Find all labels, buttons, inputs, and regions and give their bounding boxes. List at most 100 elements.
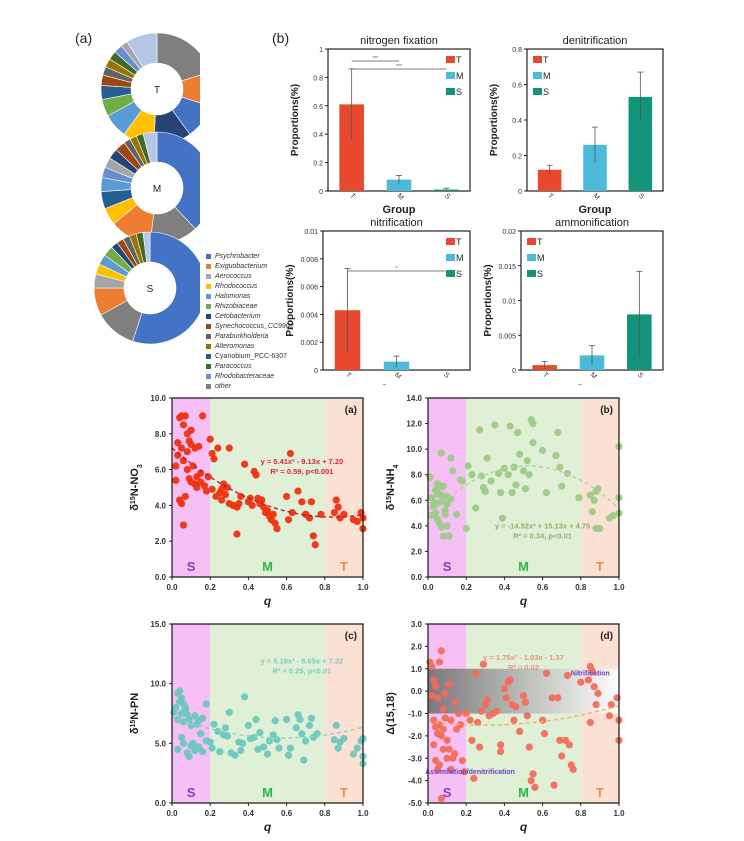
region-label-M: M <box>518 785 529 800</box>
legend-swatch-S <box>527 270 536 277</box>
bar-chart-ammonification: ammonification 0 0.005 0.01 0.015 0.02 Proport… <box>483 217 664 385</box>
fit-curve <box>427 465 620 517</box>
y-tick-label: 0.0 <box>155 799 167 808</box>
data-point <box>592 700 600 709</box>
significance-label: *** <box>396 64 402 70</box>
data-point <box>225 708 233 716</box>
x-tick-label: 0.6 <box>537 809 549 818</box>
data-point <box>193 473 201 481</box>
legend-swatch-T <box>527 238 536 245</box>
y-tick-label: 6.0 <box>411 496 423 505</box>
legend-swatch <box>206 343 211 349</box>
legend-swatch-S <box>533 88 542 95</box>
data-point <box>445 680 453 689</box>
data-point <box>584 676 593 684</box>
legend-swatch-M <box>527 254 536 261</box>
x-tick-label: 0.0 <box>422 583 434 592</box>
y-tick-label: 0 <box>314 368 318 375</box>
x-tick-label: 0.0 <box>166 583 178 592</box>
legend-label: Paracoccus <box>215 363 252 370</box>
y-axis-label: δ15N-NH4 <box>385 464 400 510</box>
legend-label: Cetobacterium <box>215 313 261 320</box>
fit-curve <box>427 705 620 726</box>
data-point <box>176 697 184 706</box>
data-point <box>516 450 524 458</box>
data-point <box>539 446 547 455</box>
legend-item: Exiguobacterium <box>206 262 294 272</box>
data-point <box>189 462 197 470</box>
data-point <box>177 444 186 452</box>
legend-label-M: M <box>537 253 545 263</box>
legend-swatch-T <box>533 56 542 63</box>
data-point <box>260 743 268 751</box>
data-point <box>435 658 444 666</box>
region-label-M: M <box>262 785 273 800</box>
legend-label-T: T <box>537 237 543 247</box>
legend-label: Synechococcus_CC9902 <box>215 323 294 330</box>
data-point <box>179 521 188 529</box>
data-point <box>458 756 466 765</box>
data-point <box>523 712 531 720</box>
data-point <box>181 492 189 501</box>
significance-label: * <box>396 266 398 272</box>
data-point <box>512 481 520 489</box>
plot-frame <box>171 397 364 578</box>
data-point <box>443 522 451 530</box>
legend-label-M: M <box>456 253 464 263</box>
x-axis-label: q <box>264 820 272 834</box>
y-tick-label: 0.01 <box>304 229 318 236</box>
data-point <box>176 687 184 695</box>
significance-label: *** <box>372 56 378 62</box>
data-point <box>288 508 296 517</box>
region-label-S: S <box>187 785 196 800</box>
panel-label: (a) <box>345 405 357 416</box>
data-point <box>437 449 445 457</box>
x-tick-label: 0.2 <box>461 583 473 592</box>
data-point <box>437 794 445 803</box>
legend-label-T: T <box>543 55 549 65</box>
x-tick-label: 0.8 <box>575 583 587 592</box>
data-point <box>179 421 188 429</box>
y-tick-label: 2.0 <box>155 537 167 546</box>
data-point <box>462 709 470 718</box>
y-tick-label: 2.0 <box>411 547 423 556</box>
legend-swatch <box>206 383 211 389</box>
legend-swatch <box>206 363 211 369</box>
x-tick-label: 0.2 <box>461 809 473 818</box>
region-label-M: M <box>518 559 529 574</box>
data-point <box>254 745 262 753</box>
y-tick-label: 0.008 <box>300 257 318 264</box>
x-axis-label: q <box>520 820 528 834</box>
data-point <box>334 744 342 752</box>
x-tick-label: 0.4 <box>243 809 255 818</box>
region-label-T: T <box>340 559 348 574</box>
y-tick-label: 2.0 <box>411 642 423 651</box>
data-point <box>302 737 310 745</box>
data-point <box>174 451 182 459</box>
y-label-sub: 4 <box>393 464 400 468</box>
legend-label: Cyanobium_PCC-6307 <box>215 353 287 360</box>
x-axis-label: Group <box>576 383 609 385</box>
data-point <box>235 500 243 508</box>
x-tick-label: M <box>396 192 405 201</box>
region-label-M: M <box>262 559 273 574</box>
data-point <box>542 669 551 677</box>
data-point <box>468 736 476 744</box>
data-point <box>439 725 447 733</box>
data-point <box>575 494 583 502</box>
bar-charts: nitrogen fixation 0 0.2 0.4 0.6 0.8 1 Proportio… <box>285 35 664 385</box>
region-S <box>172 624 211 803</box>
legend-label: Halomonas <box>215 293 251 300</box>
x-tick-label: T <box>541 371 549 379</box>
region-label-T: T <box>340 785 348 800</box>
data-point <box>588 667 596 675</box>
data-point <box>198 714 207 722</box>
y-tick-label: 1 <box>319 47 323 54</box>
data-point <box>493 707 501 715</box>
data-point <box>588 508 596 516</box>
data-point <box>208 485 216 493</box>
x-tick-label: T <box>546 192 554 200</box>
data-point <box>495 469 503 478</box>
